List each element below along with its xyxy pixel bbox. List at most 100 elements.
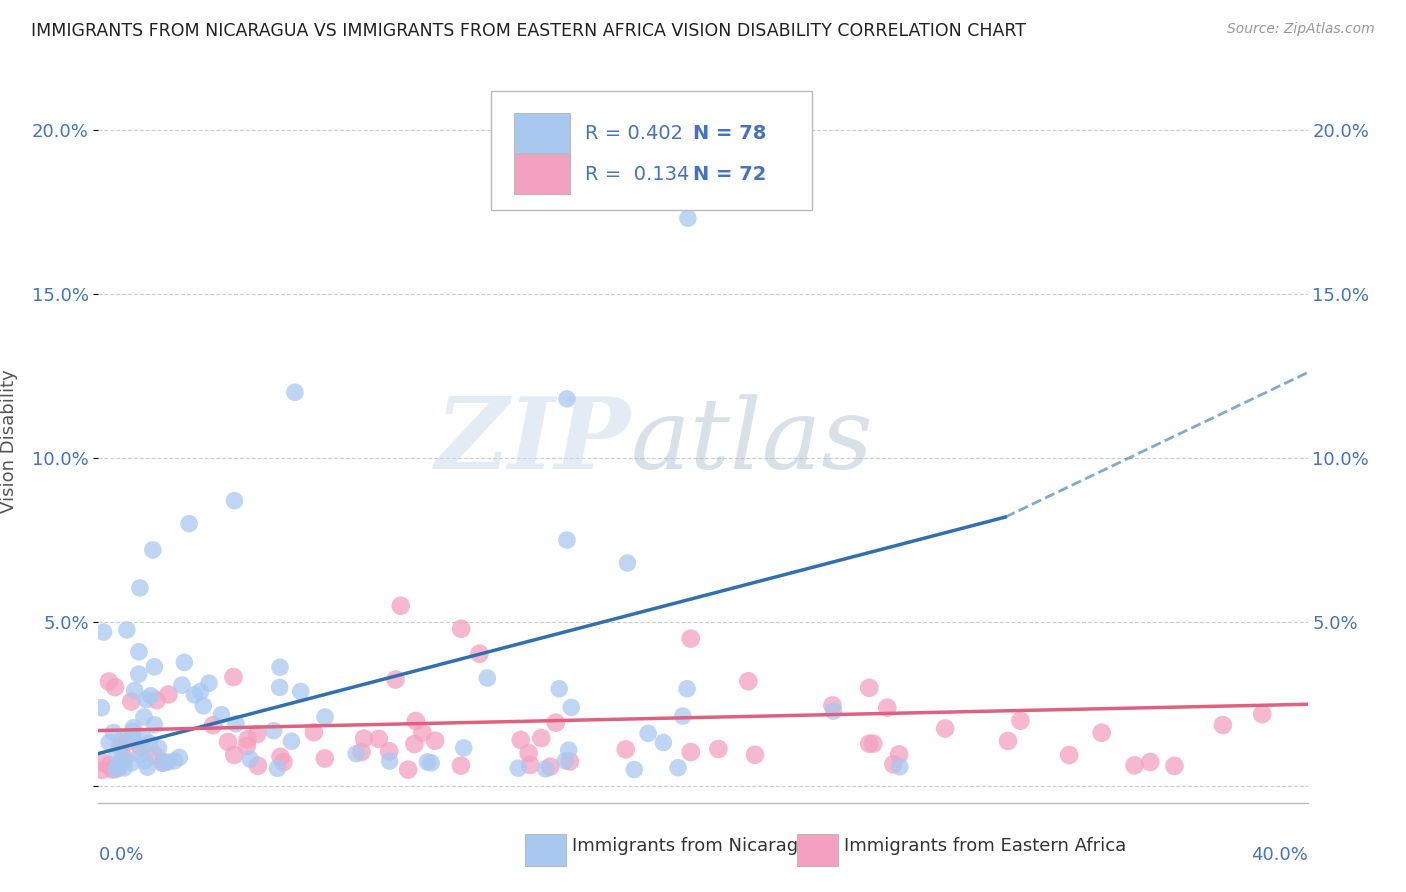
Point: [97, 674, 120, 689]
Point: [548, 681, 571, 696]
Text: Immigrants from Nicaragua: Immigrants from Nicaragua: [572, 838, 821, 855]
Point: [105, 747, 128, 761]
Point: [246, 727, 269, 741]
Point: [122, 721, 145, 735]
Point: [889, 760, 911, 774]
Point: [132, 710, 155, 724]
Point: [450, 622, 472, 636]
Point: [139, 689, 162, 703]
Point: [225, 716, 247, 731]
Point: [183, 688, 205, 702]
Point: [509, 733, 531, 747]
Point: [236, 739, 259, 753]
Point: [143, 660, 166, 674]
Point: [858, 681, 880, 695]
Point: [115, 735, 138, 749]
Point: [270, 749, 292, 764]
Point: [1057, 747, 1080, 762]
Point: [132, 731, 155, 746]
Point: [623, 763, 645, 777]
FancyBboxPatch shape: [515, 154, 569, 194]
FancyBboxPatch shape: [515, 112, 569, 153]
Point: [544, 715, 567, 730]
Point: [129, 740, 152, 755]
Point: [112, 761, 135, 775]
Point: [236, 732, 259, 747]
Point: [135, 692, 157, 706]
Point: [450, 758, 472, 772]
Point: [557, 743, 579, 757]
Point: [152, 756, 174, 770]
Point: [263, 723, 285, 738]
Point: [156, 755, 179, 769]
Point: [163, 754, 186, 768]
Point: [145, 693, 167, 707]
Text: 0.0%: 0.0%: [98, 847, 143, 864]
Point: [676, 681, 699, 696]
Point: [1212, 718, 1234, 732]
Point: [411, 725, 433, 739]
Point: [98, 735, 121, 749]
Text: Immigrants from Eastern Africa: Immigrants from Eastern Africa: [845, 838, 1126, 855]
Point: [997, 734, 1019, 748]
Point: [314, 751, 336, 765]
Point: [136, 760, 159, 774]
Point: [284, 385, 307, 400]
Point: [224, 747, 246, 762]
Point: [707, 742, 730, 756]
Point: [823, 704, 845, 718]
Point: [679, 745, 702, 759]
Point: [134, 754, 156, 768]
Point: [416, 755, 439, 769]
Point: [353, 731, 375, 746]
Point: [616, 556, 638, 570]
FancyBboxPatch shape: [526, 834, 567, 865]
Point: [217, 735, 239, 749]
Point: [637, 726, 659, 740]
Point: [737, 674, 759, 689]
Point: [246, 758, 269, 772]
Text: N = 78: N = 78: [693, 123, 766, 143]
Point: [128, 645, 150, 659]
Point: [405, 714, 427, 728]
Point: [534, 762, 557, 776]
Point: [1163, 759, 1185, 773]
Point: [876, 700, 898, 714]
Y-axis label: Vision Disability: Vision Disability: [0, 369, 18, 514]
Point: [558, 755, 581, 769]
Point: [107, 759, 129, 773]
Text: 40.0%: 40.0%: [1251, 847, 1308, 864]
Point: [121, 724, 143, 739]
Point: [554, 754, 576, 768]
Point: [104, 763, 127, 777]
Text: atlas: atlas: [630, 394, 873, 489]
Point: [378, 754, 401, 768]
Point: [821, 698, 844, 713]
Point: [143, 748, 166, 763]
Point: [108, 739, 131, 753]
Point: [124, 683, 146, 698]
Point: [169, 750, 191, 764]
Point: [1091, 725, 1114, 739]
Point: [555, 392, 578, 406]
Point: [266, 761, 288, 775]
FancyBboxPatch shape: [492, 91, 811, 211]
Point: [107, 760, 129, 774]
Point: [129, 747, 152, 761]
Point: [389, 599, 412, 613]
Point: [744, 747, 766, 762]
Point: [114, 751, 136, 765]
Point: [148, 741, 170, 756]
Point: [350, 745, 373, 759]
Point: [190, 684, 212, 698]
Point: [314, 710, 336, 724]
Point: [560, 700, 582, 714]
Point: [98, 758, 121, 772]
Point: [666, 761, 689, 775]
Point: [887, 747, 910, 762]
Point: [103, 725, 125, 739]
Point: [858, 737, 880, 751]
Point: [517, 746, 540, 760]
Point: [138, 736, 160, 750]
Point: [170, 678, 193, 692]
